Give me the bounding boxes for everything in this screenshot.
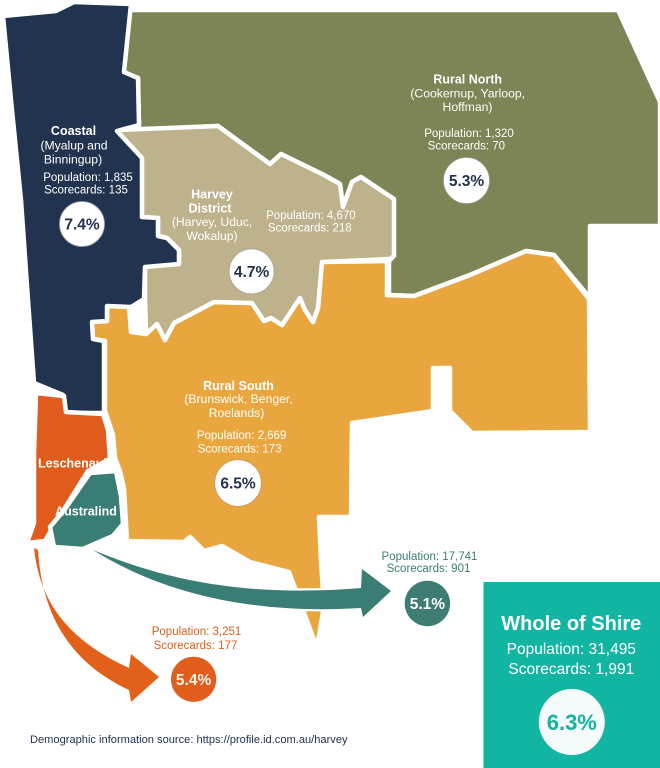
svg-text:Rural South: Rural South — [203, 379, 274, 393]
svg-text:Scorecards: 173: Scorecards: 173 — [198, 444, 282, 456]
svg-text:Harvey: Harvey — [191, 188, 233, 202]
svg-text:Scorecards: 901: Scorecards: 901 — [387, 563, 471, 575]
svg-text:Australind: Australind — [55, 505, 117, 519]
svg-text:7.4%: 7.4% — [64, 217, 100, 234]
svg-text:Scorecards: 135: Scorecards: 135 — [44, 185, 128, 197]
svg-text:Population: 31,495: Population: 31,495 — [507, 641, 636, 658]
svg-text:Binningup): Binningup) — [44, 153, 102, 167]
svg-text:(Myalup and: (Myalup and — [40, 139, 107, 153]
svg-text:5.4%: 5.4% — [176, 672, 212, 689]
svg-text:4.7%: 4.7% — [234, 264, 270, 281]
svg-text:5.1%: 5.1% — [410, 596, 446, 613]
svg-text:Population: 2,669: Population: 2,669 — [197, 430, 287, 442]
svg-text:Wokalup): Wokalup) — [186, 229, 237, 243]
svg-text:Whole of Shire: Whole of Shire — [501, 613, 641, 635]
svg-text:Scorecards: 218: Scorecards: 218 — [268, 223, 352, 235]
svg-text:6.5%: 6.5% — [220, 476, 256, 493]
svg-text:Scorecards: 177: Scorecards: 177 — [154, 640, 238, 652]
svg-text:Roelands): Roelands) — [209, 406, 265, 420]
svg-text:6.3%: 6.3% — [547, 710, 597, 735]
svg-text:(Brunswick, Benger,: (Brunswick, Benger, — [184, 392, 292, 406]
svg-text:Population: 1,320: Population: 1,320 — [424, 128, 514, 140]
svg-text:Rural North: Rural North — [433, 73, 502, 87]
svg-text:Leschenault: Leschenault — [38, 457, 112, 471]
svg-text:Population: 4,670: Population: 4,670 — [266, 210, 356, 222]
svg-text:Hoffman): Hoffman) — [443, 100, 493, 114]
svg-text:Population: 3,251: Population: 3,251 — [152, 626, 242, 638]
svg-text:Scorecards: 70: Scorecards: 70 — [428, 140, 505, 152]
svg-text:Demographic information source: Demographic information source: https://… — [30, 734, 348, 746]
svg-text:District: District — [188, 202, 232, 216]
svg-text:Population: 1,835: Population: 1,835 — [43, 172, 133, 184]
svg-text:Scorecards: 1,991: Scorecards: 1,991 — [508, 661, 634, 678]
svg-text:(Harvey, Uduc,: (Harvey, Uduc, — [172, 215, 252, 229]
svg-text:Population: 17,741: Population: 17,741 — [382, 551, 478, 563]
svg-text:Coastal: Coastal — [51, 124, 96, 138]
svg-text:(Cookernup, Yarloop,: (Cookernup, Yarloop, — [410, 87, 525, 101]
svg-text:5.3%: 5.3% — [449, 173, 485, 190]
